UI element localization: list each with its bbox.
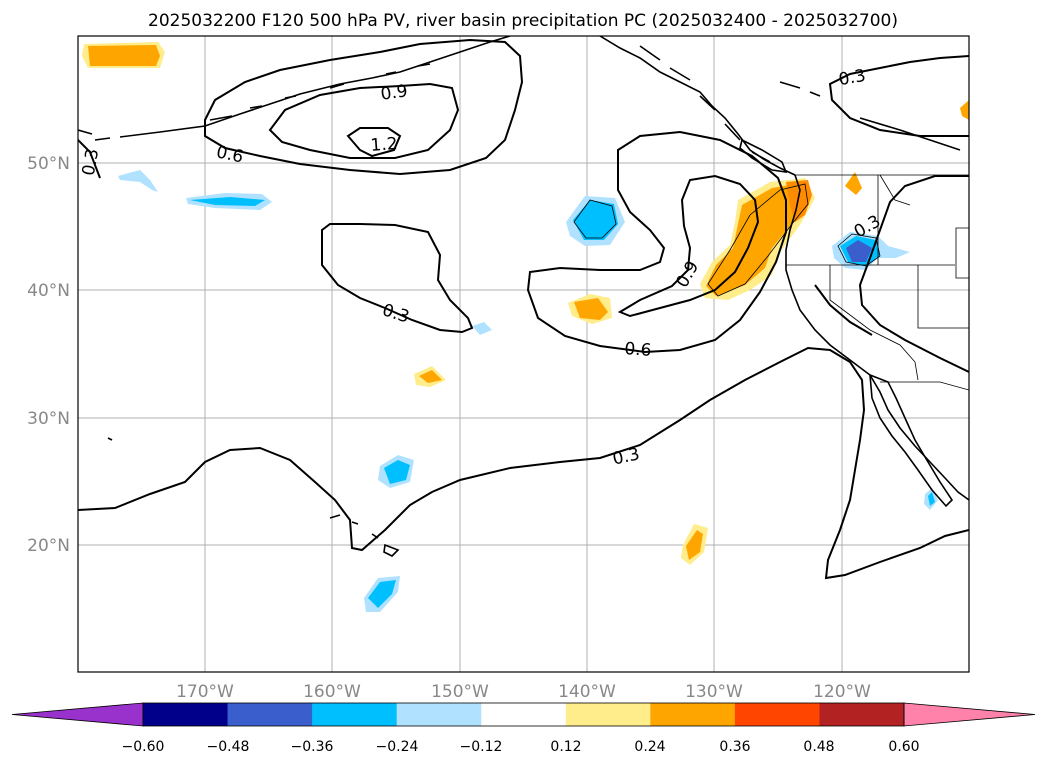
colorbar-tick-label: 0.48 — [803, 739, 834, 755]
colorbar-segment — [650, 703, 736, 726]
colorbar-segment — [819, 703, 905, 726]
pv-contour-0-6-trough — [526, 130, 787, 354]
colorbar-segment — [312, 703, 398, 726]
pv-contour-0-3-ne — [828, 55, 969, 137]
colorbar-segment — [481, 703, 567, 726]
colorbar-ticks: −0.60 −0.48 −0.36 −0.24 −0.12 0.12 0.24 … — [122, 739, 920, 755]
precip-patch-island — [419, 370, 442, 383]
coastline-vancouver-island — [739, 138, 788, 173]
lat-label: 30°N — [27, 409, 70, 429]
colorbar-segment — [565, 703, 651, 726]
colorbar-tick-label: 0.24 — [634, 739, 665, 755]
borders — [786, 174, 969, 391]
lat-labels: 50°N 40°N 30°N 20°N — [27, 154, 70, 556]
pv-contour-0-3-west — [78, 139, 101, 179]
precip-patch-w1 — [118, 170, 158, 192]
precip-patch-mid — [574, 298, 608, 320]
lon-label: 160°W — [303, 682, 361, 702]
contour-label: 0.6 — [624, 339, 652, 361]
precip-patch-nw-core — [88, 45, 160, 66]
pc-outline-mid-neg — [573, 199, 617, 239]
pv-contour-0-3-center — [321, 223, 474, 334]
colorbar-segment — [734, 703, 820, 726]
map-panel: 0.3 0.6 0.9 1.2 0.3 0.6 0.9 0.3 0.3 0.3 — [77, 35, 970, 673]
precip-patch-inland — [845, 172, 862, 195]
precip-patch-hawaii-s — [368, 580, 396, 608]
precip-patch-inland-core — [846, 240, 872, 262]
colorbar: −0.60 −0.48 −0.36 −0.24 −0.12 0.12 0.24 … — [11, 702, 1036, 755]
precip-patch-mid-neg — [573, 200, 618, 240]
colorbar-segment — [143, 703, 229, 726]
colorbar-segment — [396, 703, 482, 726]
pv-contour-1-2 — [346, 127, 402, 158]
contour-label: 0.3 — [79, 147, 103, 177]
coastline-bc-islands — [639, 45, 771, 163]
colorbar-tick-label: 0.12 — [550, 739, 581, 755]
precip-patch-hawaii-n — [384, 460, 410, 484]
lon-label: 130°W — [685, 682, 743, 702]
colorbar-tick-label: −0.12 — [460, 739, 503, 755]
lon-label: 120°W — [813, 682, 871, 702]
map-background — [78, 36, 969, 672]
map-frame — [77, 35, 970, 673]
precip-patch-coast-core — [786, 180, 812, 222]
contour-label: 0.9 — [379, 81, 409, 105]
coastline-aleutian-islands — [209, 63, 431, 121]
contour-label: 0.3 — [837, 66, 867, 90]
precip-patch-w2 — [190, 197, 265, 206]
precip-patch-east-edge — [960, 100, 969, 120]
precip-shading — [82, 42, 969, 612]
border-id — [879, 174, 911, 206]
coastline-west-edge — [78, 129, 111, 141]
plot-title: 2025032200 F120 500 hPa PV, river basin … — [148, 11, 898, 31]
pv-contour-0-3-south — [78, 346, 969, 580]
pv-contour-0-3-inland — [858, 175, 969, 373]
colorbar-segments — [11, 702, 1036, 727]
contour-labels: 0.3 0.6 0.9 1.2 0.3 0.6 0.9 0.3 0.3 0.3 — [79, 66, 884, 470]
border-edge-box — [955, 227, 969, 279]
colorbar-tick-label: −0.36 — [291, 739, 334, 755]
pv-contour-0-9-trough — [617, 174, 760, 318]
contour-label: 1.2 — [370, 134, 398, 156]
coastline-baja — [869, 373, 954, 508]
pv-contour-0-6-nw — [204, 38, 524, 176]
pv-contour-0-9-nw — [268, 82, 460, 159]
border-nv — [917, 265, 969, 329]
border-us-mexico — [880, 381, 969, 391]
colorbar-extend-min — [11, 702, 144, 727]
lat-label: 50°N — [27, 154, 70, 174]
precip-patch-coast — [706, 183, 810, 296]
pv-contour-coastal — [814, 284, 873, 336]
colorbar-extend-max — [903, 702, 1036, 727]
colorbar-tick-label: −0.60 — [122, 739, 165, 755]
precip-negative-patches — [118, 170, 938, 612]
coastline-dot — [107, 437, 113, 441]
lon-labels: 170°W 160°W 150°W 140°W 130°W 120°W — [176, 682, 871, 702]
pc-outline-coast — [707, 183, 809, 297]
colorbar-tick-label: 0.36 — [719, 739, 750, 755]
precip-patch-mexico-core — [928, 492, 935, 506]
colorbar-segment — [227, 703, 313, 726]
pv-contours — [78, 38, 969, 580]
lon-label: 150°W — [431, 682, 489, 702]
lon-label: 170°W — [176, 682, 234, 702]
precip-patch-small — [472, 322, 492, 335]
pc-outline-inland-neg — [837, 233, 881, 267]
lat-label: 20°N — [27, 536, 70, 556]
colorbar-tick-label: −0.24 — [376, 739, 419, 755]
coastline-us-west — [785, 174, 969, 501]
lat-label: 40°N — [27, 281, 70, 301]
precip-patch-south — [686, 530, 703, 560]
lon-label: 140°W — [558, 682, 616, 702]
colorbar-frame — [142, 702, 905, 727]
coastline-hawaii — [329, 514, 400, 557]
colorbar-tick-label: 0.60 — [888, 739, 919, 755]
colorbar-tick-label: −0.48 — [207, 739, 250, 755]
border-ca-nv — [829, 265, 919, 381]
